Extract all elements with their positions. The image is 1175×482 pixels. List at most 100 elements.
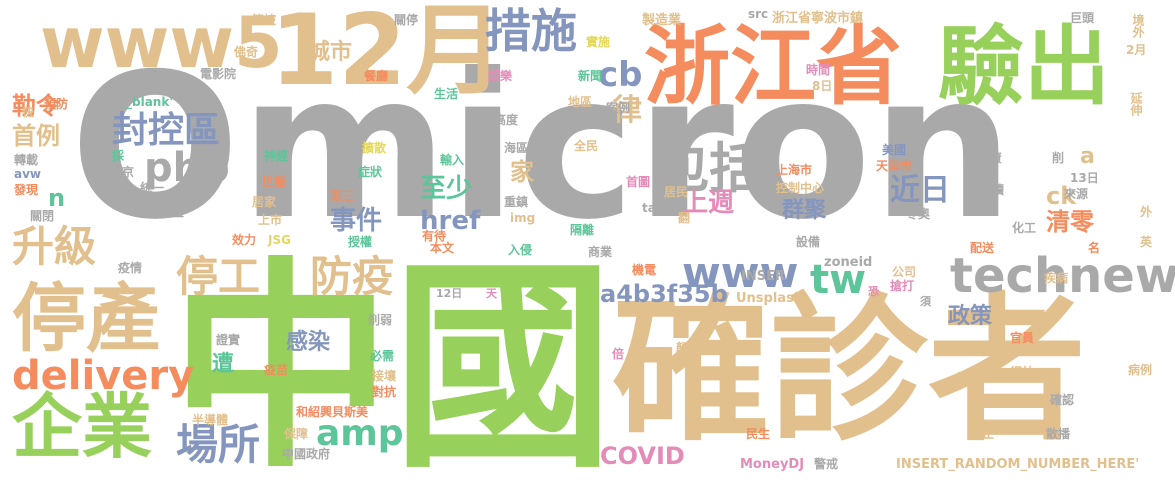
word-jingsheng: 晶盛: [160, 205, 185, 219]
word-www: www: [682, 248, 799, 297]
word-wai: 外: [1140, 205, 1153, 219]
word-amp: amp: [316, 413, 404, 454]
word-diqu: 地區: [568, 95, 593, 109]
word-beijing: 北京: [110, 165, 135, 179]
word-zhengce: 政策: [948, 304, 993, 329]
word-shenghuo: 生活: [434, 87, 459, 101]
word-meiguo: 美國: [882, 143, 907, 157]
word-zhejiang-ningbo: 浙江省寧波市鎮: [772, 11, 864, 26]
word-chengshi: 城市: [308, 40, 353, 65]
word-jujia: 居家: [252, 195, 277, 209]
word-jinri: 近日: [890, 173, 950, 208]
word-laiyuan: 來源: [1064, 187, 1089, 201]
word-shuru: 輸入: [440, 153, 465, 167]
word-13ri: 13日: [1070, 171, 1099, 185]
word-www5: www5: [40, 2, 283, 84]
word-fengkongqu: 封控區: [112, 110, 221, 151]
word-xue: 削: [1052, 151, 1065, 165]
word-baokuo: 包括: [655, 137, 763, 200]
word-yiqing: 疫情: [118, 261, 143, 275]
word-12ri: 12日: [436, 287, 463, 300]
word-img: img: [510, 211, 536, 225]
word-href: href: [420, 206, 481, 236]
word-zoneid: zoneid: [824, 255, 873, 270]
word-shebei: 設備: [796, 235, 821, 249]
word-shijian: 事件: [330, 206, 383, 236]
word-tianjinshi: 天津市: [876, 159, 913, 173]
word-zao: 遭: [212, 352, 235, 377]
word-ming: 名: [1088, 241, 1101, 255]
word-qiangda: 搶打: [890, 279, 915, 293]
word-xiaoli: 效力: [232, 233, 257, 247]
word-php: php: [144, 145, 230, 191]
word-zhengshi: 證實: [216, 333, 241, 347]
word-shoutu: 首圖: [626, 175, 651, 189]
word-disan: 第三: [330, 189, 355, 203]
word-qingling: 清零: [1046, 208, 1094, 236]
word-anli: 案例: [606, 101, 631, 115]
word-zhishao: 至少: [420, 174, 473, 204]
word-xueruo: 削弱: [368, 313, 393, 327]
word-jingjie: 警戒: [814, 457, 839, 471]
word-dongao: 冬奧: [906, 207, 931, 221]
word-kong: 恐: [868, 285, 879, 298]
word-xinwen: 新聞: [578, 69, 603, 83]
word-qiye: 企業: [12, 386, 152, 468]
word-juban: 舉辦: [966, 115, 991, 129]
word-shijian2: 時間: [806, 63, 831, 77]
word-zhuanzai: 轉載: [14, 153, 39, 167]
word-wuzi: 物資: [978, 151, 1003, 165]
word-geli: 隔離: [570, 223, 595, 237]
word-tongyi: 統一: [140, 181, 165, 195]
word-tinggong: 停工: [176, 252, 261, 301]
word-jsg: JSG: [268, 233, 291, 247]
word-src: src: [748, 7, 769, 21]
word-youdai: 有待: [422, 229, 447, 243]
word-technews: technews: [950, 248, 1175, 304]
word-guanbi: 關閉: [30, 209, 55, 223]
word-shangye: 商業: [588, 245, 613, 259]
word-shiwei: 世衛: [262, 175, 287, 189]
word-delivery: delivery: [12, 353, 195, 399]
word-ck: ck: [1046, 182, 1077, 210]
word-shanghaishi: 上海市: [776, 163, 813, 177]
word-a4b3f35b: a4b3f35b: [600, 280, 728, 308]
word-qunju: 群聚: [782, 198, 827, 223]
word-ruqin: 入侵: [508, 243, 533, 257]
word-zhongzhen: 重鎮: [504, 195, 529, 209]
word-yuedu: 閱讀: [980, 183, 1005, 197]
word-guanyuan: 官員: [1010, 331, 1035, 345]
word-jinzhi: 禁止: [970, 427, 995, 441]
word-yimiao: 疫苗: [264, 363, 289, 377]
word-jia: 家: [510, 158, 534, 186]
word-cai: 採: [112, 149, 125, 163]
word-tw: tw: [810, 257, 867, 303]
word-peisong: 配送: [970, 241, 995, 255]
word-gongsi: 公司: [892, 265, 917, 279]
word-kuosan: 擴散: [362, 141, 387, 155]
word-cb: cb: [598, 55, 643, 95]
word-lv: 律: [612, 93, 642, 128]
word-leling: 勒令: [12, 92, 60, 120]
word-bengjin: 繃緊: [956, 371, 981, 385]
word-yan: 顏: [676, 341, 689, 355]
word-2yue: 2月: [1126, 43, 1147, 57]
word-unsplash: Unsplash: [736, 291, 804, 306]
word-kongzhizhongxin: 控制中心: [776, 181, 825, 195]
word-bingli: 病例: [1128, 363, 1153, 377]
word-queren: 確認: [1050, 393, 1075, 407]
word-benwen: 本文: [430, 241, 455, 255]
word-a: a: [1080, 144, 1095, 169]
word-wangzhan: 網站: [1010, 365, 1035, 379]
word-shenjing: 神經: [264, 149, 289, 163]
word-yanshen: 延伸: [1129, 92, 1143, 116]
word-jidian: 機電: [632, 263, 657, 277]
word-jibing: 疾病: [1044, 271, 1069, 285]
word-queshenzhe: 確診者: [612, 279, 1086, 463]
word-blank: _blank': [126, 95, 173, 109]
word-quanmin: 全民: [574, 139, 599, 153]
word-yule: 娛樂: [488, 69, 513, 83]
word-jierang: 接壤: [372, 369, 397, 383]
word-duikang: 對抗: [372, 385, 397, 399]
